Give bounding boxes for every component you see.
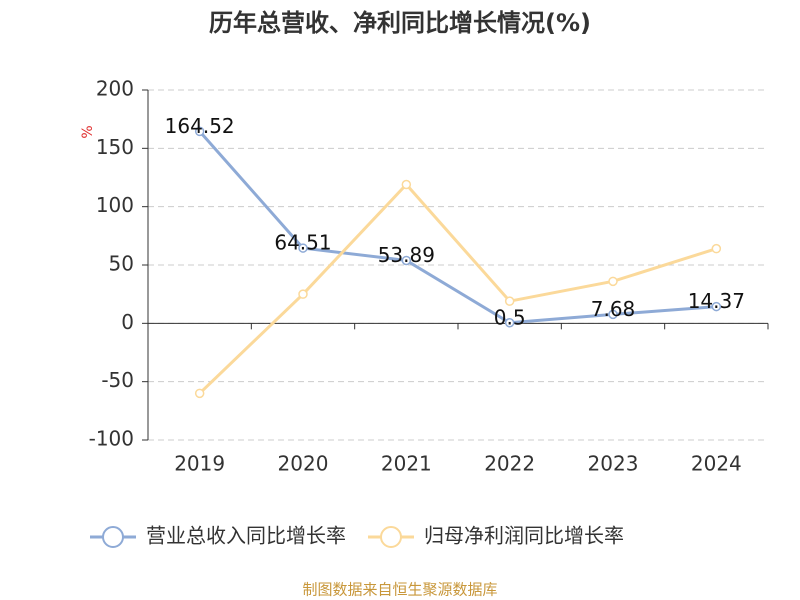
y-tick-label: -50: [101, 368, 134, 392]
y-tick-label: 50: [109, 252, 134, 276]
data-label: 0.5: [494, 305, 526, 329]
data-label: 7.68: [591, 297, 636, 321]
x-tick-label: 2019: [174, 452, 225, 476]
point: [298, 243, 308, 253]
y-tick-label: -100: [89, 427, 134, 451]
data-label: 53.89: [378, 243, 435, 267]
series-line: [198, 130, 717, 325]
legend-marker: [380, 526, 402, 548]
data-label: 14.37: [688, 289, 745, 313]
legend-label: 营业总收入同比增长率: [146, 524, 346, 548]
x-tick-label: 2024: [691, 452, 742, 476]
x-tick-label: 2023: [588, 452, 639, 476]
series-line: [198, 182, 717, 395]
y-tick-label: 150: [96, 135, 134, 159]
y-tick-label: 200: [96, 77, 134, 101]
x-tick-label: 2022: [484, 452, 535, 476]
point: [194, 388, 205, 399]
point: [298, 289, 308, 299]
x-tick-label: 2021: [381, 452, 432, 476]
point: [401, 255, 412, 266]
legend-label: 归母净利润同比增长率: [424, 524, 624, 548]
point: [608, 309, 618, 320]
y-axis-label: %: [80, 125, 96, 138]
chart-title: 历年总营收、净利同比增长情况(%): [209, 9, 591, 37]
y-tick-label: 0: [121, 310, 134, 334]
point: [711, 301, 722, 312]
data-label: 164.52: [165, 114, 235, 138]
point: [401, 179, 412, 190]
point: [711, 243, 722, 254]
y-tick-label: 100: [96, 193, 134, 217]
point: [504, 318, 515, 328]
point: [194, 126, 205, 137]
data-label: 64.51: [274, 231, 331, 255]
point: [504, 296, 515, 306]
source: 制图数据来自恒生聚源数据库: [302, 581, 497, 599]
x-tick-label: 2020: [278, 452, 329, 476]
legend-marker: [102, 526, 124, 548]
point: [608, 276, 618, 287]
